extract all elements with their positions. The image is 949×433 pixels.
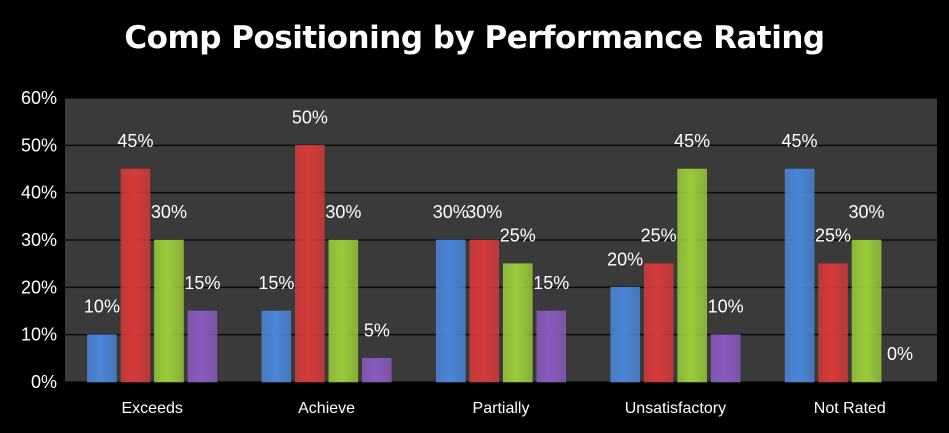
data-labels: 10%45%30%15% 15%50%30%5%30%30%25%15%20%25…	[84, 107, 913, 364]
x-category-label: Achieve	[298, 400, 355, 417]
bar	[610, 287, 640, 383]
data-label: 25%	[815, 226, 851, 246]
bar	[536, 310, 566, 383]
bar	[362, 358, 392, 383]
data-label: 25%	[641, 226, 677, 246]
data-label: 10%	[708, 297, 744, 317]
data-label: 30%	[433, 202, 469, 222]
y-tick-label: 0%	[31, 372, 57, 392]
bar	[784, 168, 815, 383]
data-label: 0%	[887, 344, 913, 364]
bar	[643, 263, 674, 383]
bar	[187, 310, 218, 383]
x-category-label: Not Rated	[814, 400, 886, 417]
bar	[328, 239, 359, 383]
data-label: 45%	[782, 131, 818, 151]
bar	[469, 239, 499, 383]
y-tick-label: 10%	[21, 325, 57, 345]
x-category-label: Partially	[473, 400, 530, 417]
y-tick-label: 20%	[21, 277, 57, 297]
bar	[818, 263, 848, 383]
x-axis-categories: Exceeds Achieve Partially Unsatisfactory Not…	[122, 400, 886, 417]
bars	[87, 145, 882, 383]
data-label: 30%	[325, 202, 361, 222]
bar	[677, 168, 707, 383]
data-label: 25%	[500, 226, 536, 246]
bar	[710, 334, 741, 383]
data-label: 30%	[151, 202, 187, 222]
y-tick-label: 60%	[21, 88, 57, 108]
data-label: 45%	[117, 131, 153, 151]
data-label: 5%	[364, 320, 390, 340]
data-label: 10%	[84, 297, 120, 317]
data-label: 15%	[533, 273, 569, 293]
bar	[261, 310, 292, 383]
bar	[87, 334, 117, 383]
chart-title: Comp Positioning by Performance Rating	[124, 20, 825, 56]
bar	[436, 239, 466, 383]
y-tick-label: 40%	[21, 183, 57, 203]
bar	[154, 239, 184, 383]
data-label: 15%	[258, 273, 294, 293]
data-label: 20%	[607, 249, 643, 269]
bar	[503, 263, 533, 383]
y-tick-label: 50%	[21, 135, 57, 155]
data-label: 15%	[184, 273, 220, 293]
data-label: 50%	[292, 107, 328, 127]
data-label: 30%	[466, 202, 502, 222]
bar	[120, 168, 151, 383]
data-label: 30%	[849, 202, 885, 222]
x-category-label: Exceeds	[122, 400, 183, 417]
bar	[295, 145, 325, 383]
data-label: 45%	[674, 131, 710, 151]
y-tick-label: 30%	[21, 230, 57, 250]
y-axis-ticks: 0% 10% 20% 30% 40% 50% 60%	[21, 88, 57, 392]
bar	[851, 239, 882, 383]
x-category-label: Unsatisfactory	[625, 400, 726, 417]
